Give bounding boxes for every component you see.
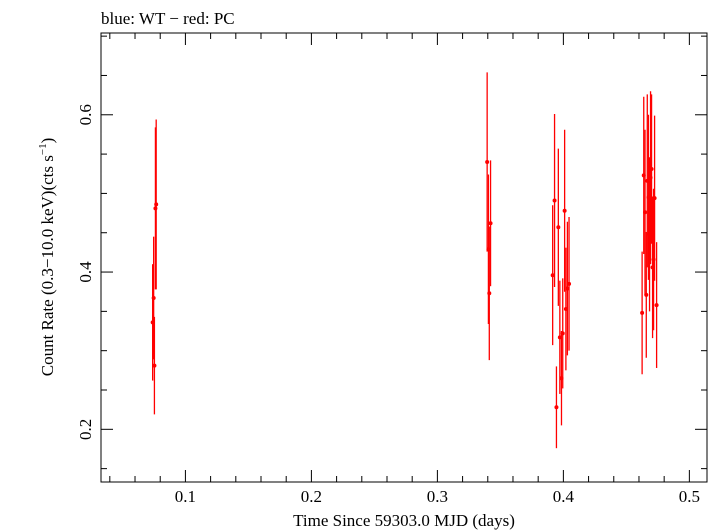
data-point	[552, 113, 557, 287]
x-tick-label: 0.2	[301, 487, 322, 506]
data-point	[652, 115, 657, 281]
point-marker	[562, 208, 567, 213]
data-point	[151, 236, 156, 360]
data-point	[562, 129, 567, 292]
data-points	[150, 72, 659, 449]
point-marker	[654, 303, 659, 308]
point-marker	[556, 225, 561, 230]
y-axis-label-end: )	[38, 138, 57, 144]
point-marker	[154, 202, 159, 207]
y-axis-label-main: Count Rate (0.3−10.0 keV)(cts s	[38, 155, 57, 376]
data-point	[643, 129, 648, 295]
data-point	[154, 119, 159, 290]
data-point	[560, 278, 565, 389]
point-marker	[643, 210, 648, 215]
data-point	[640, 251, 645, 375]
data-point	[488, 160, 493, 287]
y-tick-label: 0.6	[76, 104, 95, 125]
data-point	[487, 226, 492, 361]
point-marker	[552, 198, 557, 203]
data-point	[554, 366, 559, 449]
point-marker	[644, 292, 649, 297]
data-point	[567, 217, 572, 351]
data-point	[649, 94, 654, 244]
data-point	[152, 316, 157, 415]
x-tick-label: 0.5	[679, 487, 700, 506]
x-tick-label: 0.4	[553, 487, 575, 506]
data-point	[550, 205, 555, 346]
x-axis-label: Time Since 59303.0 MJD (days)	[293, 511, 515, 530]
point-marker	[487, 291, 492, 296]
y-tick-label: 0.2	[76, 419, 95, 440]
point-marker	[649, 167, 654, 172]
data-point	[556, 148, 561, 306]
x-tick-label: 0.1	[175, 487, 196, 506]
y-tick-label: 0.4	[76, 261, 95, 283]
data-point	[654, 242, 659, 368]
point-marker	[567, 281, 572, 286]
x-tick-label: 0.3	[427, 487, 448, 506]
point-marker	[550, 273, 555, 278]
point-marker	[652, 196, 657, 201]
y-axis-label-superscript: −1	[37, 143, 49, 155]
point-marker	[152, 363, 157, 368]
point-marker	[554, 405, 559, 410]
data-point	[485, 72, 490, 252]
point-marker	[151, 295, 156, 300]
point-marker	[488, 221, 493, 226]
y-axis-label: Count Rate (0.3−10.0 keV)(cts s−1)	[37, 138, 57, 377]
point-marker	[485, 159, 490, 164]
point-marker	[640, 310, 645, 315]
point-marker	[560, 331, 565, 336]
chart-title: blue: WT − red: PC	[101, 9, 235, 28]
data-point	[644, 231, 649, 358]
axis-ticks: 0.1 0.2 0.3 0.4 0.5 0.2 0.4 0.6	[76, 33, 707, 506]
plot-frame	[100, 32, 708, 483]
